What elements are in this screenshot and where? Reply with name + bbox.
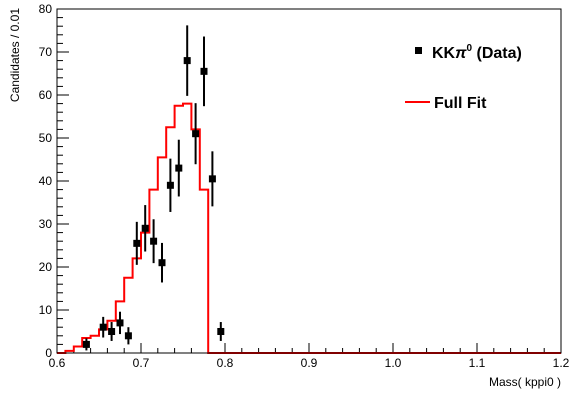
legend-data-marker: [415, 47, 422, 54]
data-marker: [192, 130, 200, 138]
fit-curve-layer: [57, 102, 561, 354]
data-marker: [108, 328, 116, 335]
x-tick-label: 0.8: [217, 356, 234, 370]
data-point: [175, 139, 183, 197]
data-marker: [99, 323, 107, 331]
data-point: [192, 103, 200, 165]
data-point: [150, 219, 158, 264]
data-point: [124, 327, 132, 345]
data-marker: [166, 181, 174, 189]
tick-labels: 0.6 0.7 0.8 0.9 1.0 1.1 1.2 0 10 20 30 40 50 60 70 80: [39, 2, 570, 370]
y-tick-label: 0: [45, 346, 52, 360]
data-point: [133, 221, 141, 265]
data-points-layer: [82, 25, 225, 351]
data-marker: [175, 164, 183, 172]
y-tick-label: 50: [39, 131, 53, 145]
data-point: [217, 322, 225, 341]
data-marker: [183, 57, 191, 65]
fit-step-line: [57, 102, 561, 354]
data-point: [158, 242, 166, 283]
data-marker: [150, 237, 158, 245]
x-tick-label: 0.6: [49, 356, 66, 370]
data-point: [82, 338, 90, 351]
y-axis-label: Candidates / 0.01: [8, 8, 22, 102]
legend-fit-label: Full Fit: [434, 95, 487, 112]
data-marker: [116, 319, 124, 327]
data-marker: [208, 175, 216, 183]
y-tick-label: 70: [39, 45, 53, 59]
x-tick-label: 1.2: [553, 356, 570, 370]
data-marker: [124, 332, 132, 340]
data-marker: [82, 340, 90, 348]
legend-data-label: KKπ0 (Data): [432, 43, 522, 62]
data-marker: [217, 328, 225, 335]
x-tick-label: 0.7: [133, 356, 150, 370]
x-tick-label: 0.9: [301, 356, 318, 370]
y-tick-label: 60: [39, 88, 53, 102]
data-point: [208, 151, 216, 207]
x-tick-label: 1.1: [469, 356, 486, 370]
data-marker: [158, 259, 166, 267]
x-tick-label: 1.0: [385, 356, 402, 370]
y-tick-label: 30: [39, 217, 53, 231]
y-tick-label: 20: [39, 260, 53, 274]
data-point: [141, 205, 149, 252]
data-point: [99, 316, 107, 338]
y-tick-label: 80: [39, 2, 53, 16]
plot-frame: [56, 8, 562, 354]
data-marker: [141, 224, 149, 232]
data-point: [166, 158, 174, 212]
x-axis-label: Mass( kppi0 ): [489, 375, 561, 389]
data-marker: [133, 239, 141, 247]
legend: KKπ0 (Data) Full Fit: [405, 43, 522, 112]
data-point: [200, 36, 208, 107]
data-marker: [200, 67, 208, 75]
data-point: [108, 322, 116, 341]
data-point: [183, 25, 191, 96]
y-tick-label: 40: [39, 174, 53, 188]
y-tick-label: 10: [39, 303, 53, 317]
data-point: [116, 311, 124, 335]
